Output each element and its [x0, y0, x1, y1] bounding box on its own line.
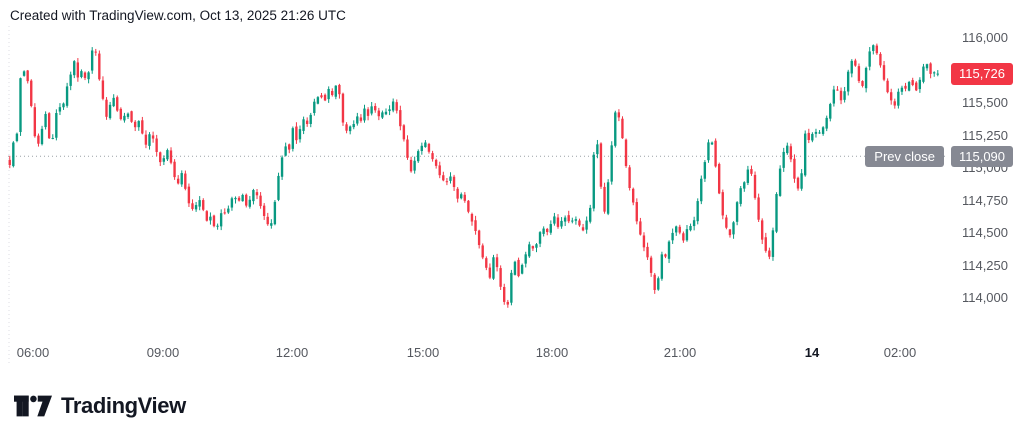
prev-close-price-badge: 115,090 — [951, 145, 1013, 167]
prev-close-label: Prev close — [865, 145, 944, 167]
price-axis-label: 115,250 — [961, 127, 1008, 143]
credit-text: Created with TradingView.com, Oct 13, 20… — [10, 8, 346, 23]
time-axis-label: 02:00 — [883, 345, 917, 360]
last-price-badge: 115,726 — [951, 62, 1013, 85]
time-axis-label: 15:00 — [406, 345, 440, 360]
price-axis-label: 116,000 — [961, 30, 1008, 45]
time-axis-label: 18:00 — [535, 345, 569, 360]
tradingview-logo-icon — [14, 395, 52, 417]
price-axis-label: 114,500 — [961, 225, 1008, 240]
time-axis: 06:00 09:00 12:00 15:00 18:00 21:00 14 02:00 — [0, 345, 1024, 363]
price-axis-label: 114,250 — [961, 257, 1008, 273]
time-axis-label: 09:00 — [146, 345, 180, 360]
price-axis-label: 114,000 — [961, 290, 1008, 305]
tradingview-logo-text: TradingView — [61, 393, 186, 418]
time-axis-label: 06:00 — [16, 345, 50, 360]
price-axis-label: 114,750 — [961, 192, 1008, 208]
time-axis-label: 21:00 — [663, 345, 697, 360]
tradingview-logo[interactable]: TradingView — [14, 393, 186, 419]
time-axis-label: 12:00 — [275, 345, 309, 360]
time-axis-label: 14 — [804, 345, 820, 360]
price-axis-label: 115,500 — [961, 95, 1008, 110]
